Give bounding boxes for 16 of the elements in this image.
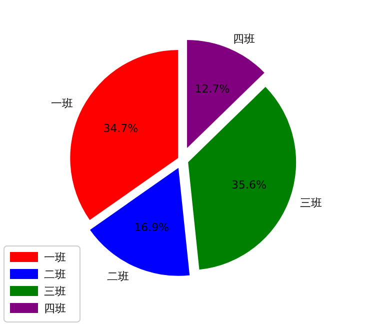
legend-label: 二班 bbox=[44, 268, 66, 281]
legend-item: 二班 bbox=[10, 268, 66, 281]
slice-label: 四班 bbox=[233, 32, 256, 46]
slice-label: 二班 bbox=[107, 270, 130, 283]
data-label: 35.6% bbox=[232, 178, 266, 192]
legend-item: 四班 bbox=[10, 302, 66, 315]
data-label: 16.9% bbox=[134, 220, 170, 234]
legend-label: 四班 bbox=[44, 302, 66, 315]
slice-label: 三班 bbox=[300, 196, 322, 210]
legend-label: 一班 bbox=[44, 251, 66, 264]
legend-item: 三班 bbox=[10, 285, 66, 298]
slice-label: 一班 bbox=[50, 97, 73, 110]
legend-item: 一班 bbox=[10, 251, 66, 264]
data-label: 12.7% bbox=[194, 82, 230, 96]
legend-label: 三班 bbox=[44, 285, 66, 298]
data-label: 34.7% bbox=[103, 122, 138, 136]
